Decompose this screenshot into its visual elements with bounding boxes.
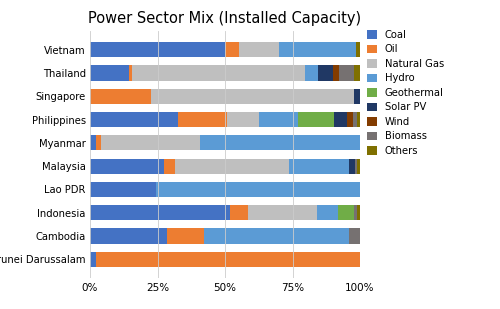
- Bar: [348, 228, 360, 243]
- Bar: [90, 42, 225, 57]
- Bar: [174, 159, 289, 174]
- Bar: [318, 66, 332, 81]
- Bar: [354, 66, 360, 81]
- Bar: [238, 42, 279, 57]
- Bar: [90, 182, 156, 197]
- Bar: [354, 112, 356, 127]
- Bar: [90, 135, 96, 150]
- Bar: [298, 112, 334, 127]
- Bar: [96, 252, 360, 267]
- Bar: [90, 205, 230, 220]
- Bar: [101, 135, 200, 150]
- Bar: [356, 112, 360, 127]
- Bar: [90, 228, 166, 243]
- Bar: [90, 66, 130, 81]
- Bar: [354, 205, 357, 220]
- Bar: [248, 205, 316, 220]
- Bar: [156, 182, 360, 197]
- Bar: [90, 112, 178, 127]
- Bar: [358, 159, 360, 174]
- Bar: [230, 205, 248, 220]
- Bar: [357, 205, 360, 220]
- Bar: [316, 205, 338, 220]
- Legend: Coal, Oil, Natural Gas, Hydro, Geothermal, Solar PV, Wind, Biomass, Others: Coal, Oil, Natural Gas, Hydro, Geotherma…: [362, 26, 448, 160]
- Bar: [225, 42, 238, 57]
- Bar: [338, 205, 354, 220]
- Bar: [226, 112, 259, 127]
- Bar: [90, 252, 96, 267]
- Bar: [354, 89, 360, 104]
- Bar: [347, 112, 354, 127]
- Title: Power Sector Mix (Installed Capacity): Power Sector Mix (Installed Capacity): [88, 11, 362, 26]
- Bar: [289, 159, 349, 174]
- Bar: [306, 66, 318, 81]
- Bar: [130, 66, 132, 81]
- Bar: [349, 159, 354, 174]
- Bar: [334, 112, 347, 127]
- Bar: [90, 159, 164, 174]
- Bar: [166, 228, 203, 243]
- Bar: [200, 135, 360, 150]
- Bar: [339, 66, 354, 81]
- Bar: [164, 159, 174, 174]
- Bar: [356, 42, 360, 57]
- Bar: [150, 89, 354, 104]
- Bar: [96, 135, 101, 150]
- Bar: [204, 228, 348, 243]
- Bar: [279, 42, 355, 57]
- Bar: [90, 89, 150, 104]
- Bar: [132, 66, 306, 81]
- Bar: [178, 112, 226, 127]
- Bar: [332, 66, 339, 81]
- Bar: [354, 159, 358, 174]
- Bar: [259, 112, 298, 127]
